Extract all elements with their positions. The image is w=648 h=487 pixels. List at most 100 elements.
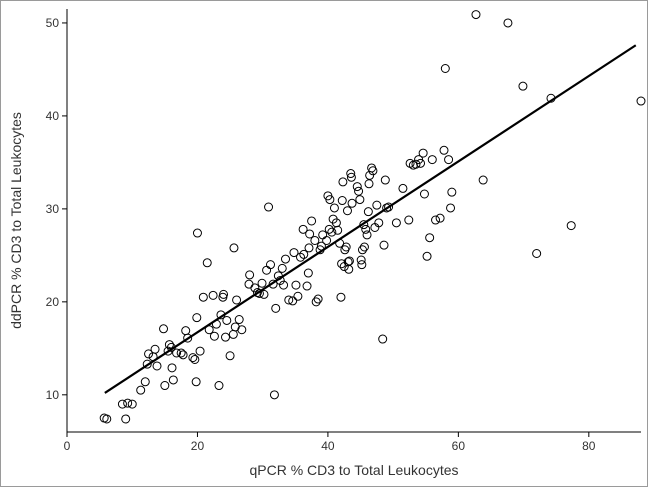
data-point <box>150 344 160 354</box>
data-point <box>237 325 247 335</box>
data-point <box>379 240 389 250</box>
data-point <box>195 346 205 356</box>
data-point <box>259 289 269 299</box>
data-point <box>357 260 367 270</box>
data-point <box>478 175 488 185</box>
data-point <box>299 249 309 259</box>
data-point <box>176 348 186 358</box>
data-point <box>121 414 131 424</box>
data-point <box>636 96 646 106</box>
data-point <box>361 224 371 234</box>
data-point <box>372 200 382 210</box>
data-point <box>284 295 294 305</box>
data-point <box>164 340 174 350</box>
data-point <box>168 375 178 385</box>
x-axis-label: qPCR % CD3 to Total Leukocytes <box>249 462 458 478</box>
data-point <box>172 348 182 358</box>
y-axis-label: ddPCR % CD3 to Total Leukocytes <box>8 112 24 329</box>
data-point <box>277 263 287 273</box>
data-point <box>192 313 202 323</box>
data-point <box>136 385 146 395</box>
data-point <box>123 398 133 408</box>
data-point <box>232 295 242 305</box>
data-point <box>160 381 170 391</box>
axes <box>66 9 641 433</box>
data-point <box>346 172 356 182</box>
data-point <box>304 243 314 253</box>
data-point <box>431 215 441 225</box>
x-tick-label: 0 <box>64 439 71 453</box>
data-point <box>380 175 390 185</box>
data-point <box>269 390 279 400</box>
data-point <box>252 288 262 298</box>
data-point <box>419 189 429 199</box>
data-point <box>343 257 353 267</box>
data-point <box>422 251 432 261</box>
x-tick-label: 60 <box>452 439 466 453</box>
data-point <box>303 268 313 278</box>
data-point <box>347 198 357 208</box>
data-point <box>311 297 321 307</box>
data-point <box>352 182 362 192</box>
y-tick-label: 50 <box>46 16 60 30</box>
data-point <box>382 203 392 213</box>
data-point <box>296 252 306 262</box>
data-point <box>271 303 281 313</box>
fit-line-group <box>104 44 637 394</box>
data-point <box>209 331 219 341</box>
data-point <box>324 224 334 234</box>
data-point <box>435 213 445 223</box>
data-point <box>234 315 244 325</box>
data-point <box>198 292 208 302</box>
data-point <box>279 280 289 290</box>
data-point <box>356 255 366 265</box>
data-point <box>288 296 298 306</box>
data-point <box>244 279 254 289</box>
data-point <box>357 245 367 255</box>
data-point <box>127 399 137 409</box>
data-point <box>363 207 373 217</box>
x-tick-label: 20 <box>191 439 205 453</box>
data-point <box>355 195 365 205</box>
data-point <box>190 354 200 364</box>
data-point <box>471 10 481 20</box>
data-point <box>117 399 127 409</box>
data-point <box>398 183 408 193</box>
data-point <box>208 290 218 300</box>
data-point <box>418 148 428 158</box>
data-point <box>444 155 454 165</box>
data-point <box>342 206 352 216</box>
data-point <box>191 377 201 387</box>
x-tick-label: 80 <box>582 439 596 453</box>
data-point <box>310 235 320 245</box>
data-point <box>152 361 162 371</box>
data-point <box>344 264 354 274</box>
data-point <box>325 195 335 205</box>
data-point <box>289 248 299 258</box>
data-point <box>362 230 372 240</box>
data-point <box>181 326 191 336</box>
data-point <box>532 249 542 259</box>
data-point <box>411 159 421 169</box>
data-point <box>192 228 202 238</box>
data-point <box>427 155 437 165</box>
data-point <box>439 145 449 155</box>
data-point <box>378 334 388 344</box>
y-ticks: 10 20 30 40 50 <box>46 16 67 402</box>
data-point <box>229 243 239 253</box>
data-point <box>440 63 450 73</box>
data-point <box>214 381 224 391</box>
x-ticks: 0 20 40 60 80 <box>64 432 596 453</box>
data-point <box>291 280 301 290</box>
data-point <box>566 221 576 231</box>
data-point <box>167 363 177 373</box>
data-point <box>183 333 193 343</box>
data-point <box>404 215 414 225</box>
data-point <box>446 203 456 213</box>
data-point <box>142 359 152 369</box>
data-point <box>318 230 328 240</box>
data-point <box>518 81 528 91</box>
data-point <box>322 235 332 245</box>
data-point <box>188 353 198 363</box>
data-point <box>221 332 231 342</box>
